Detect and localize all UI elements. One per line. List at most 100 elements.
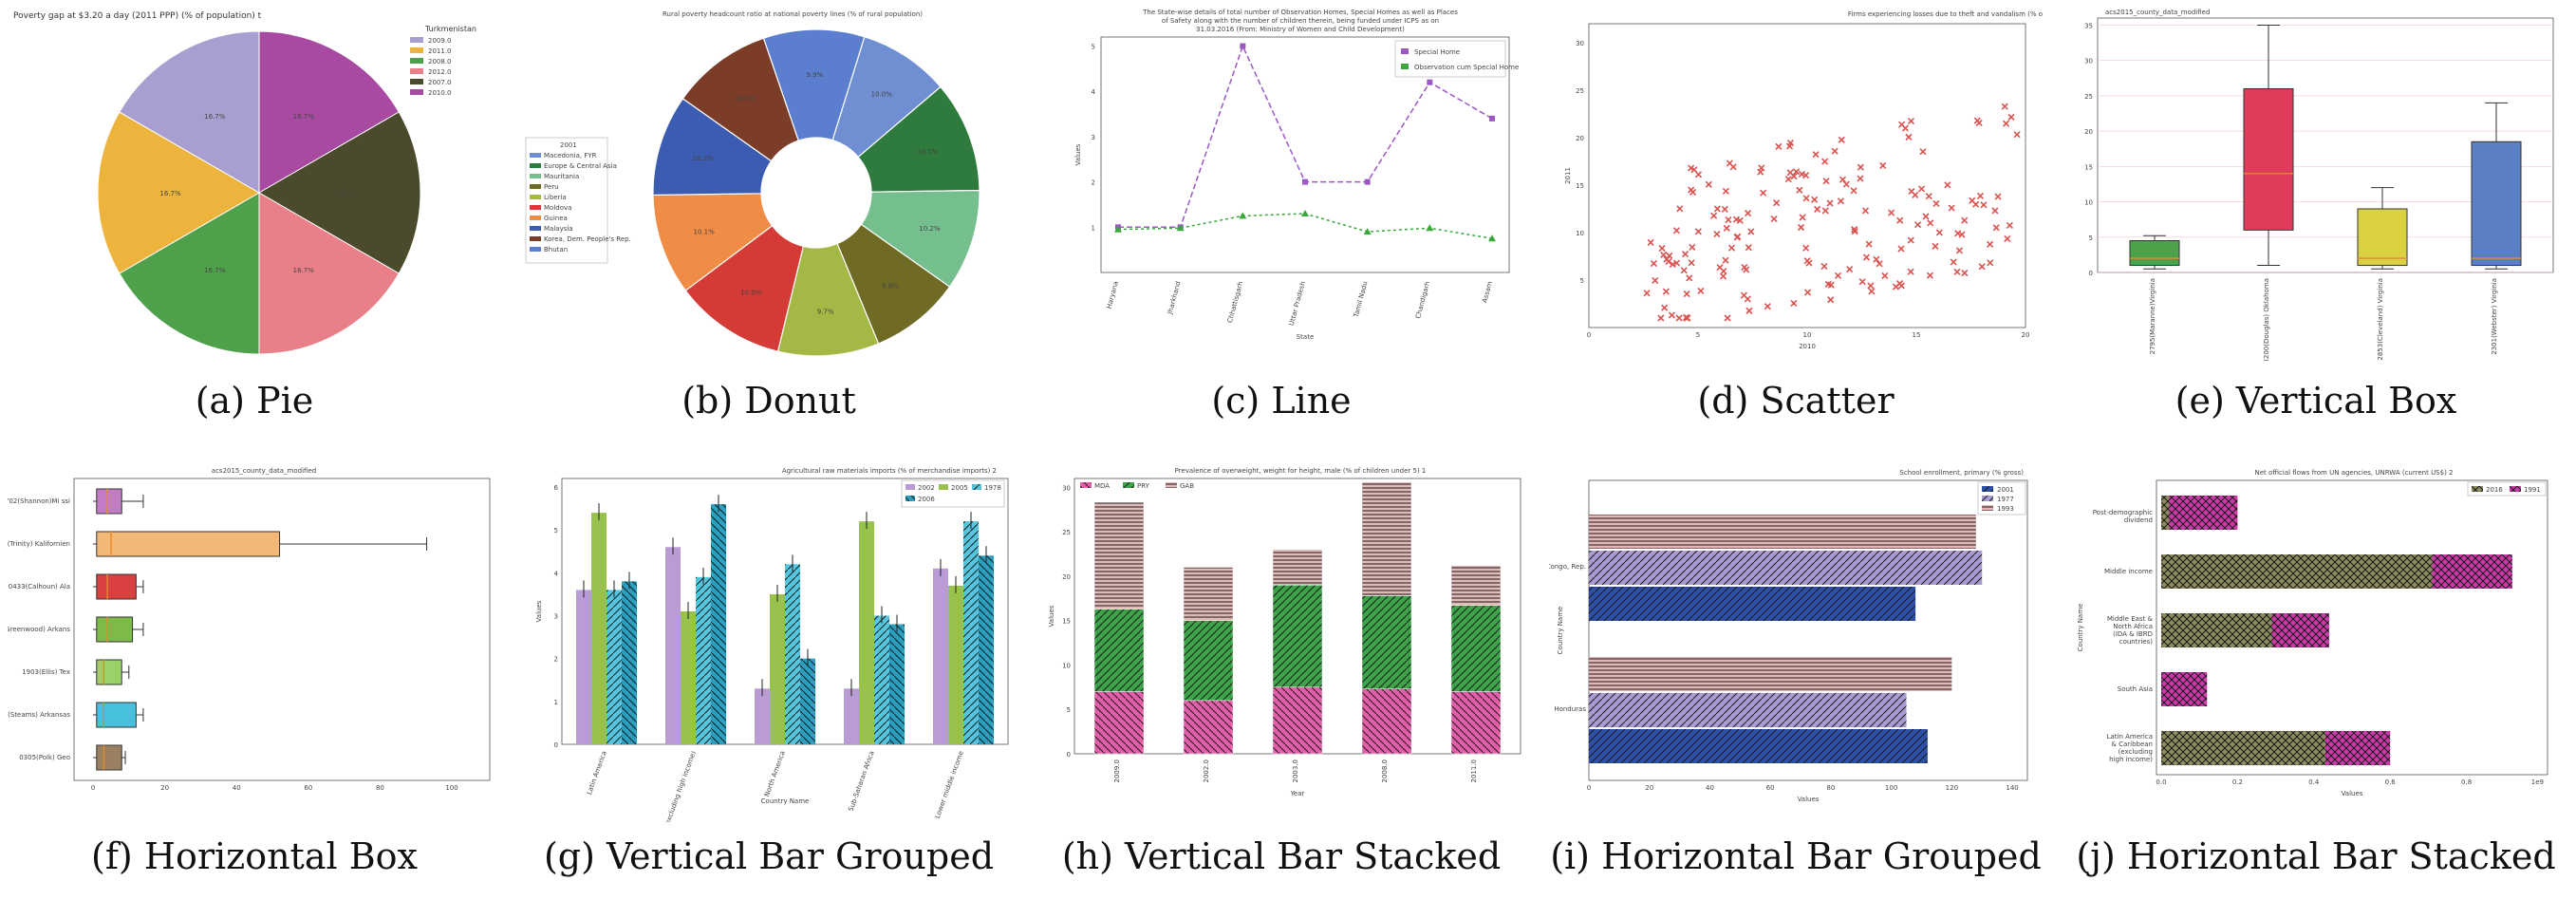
scatter-point xyxy=(1827,281,1835,289)
x-tick-label: Uttar Pradesh xyxy=(1288,280,1307,327)
scatter-point xyxy=(1821,207,1829,215)
legend-label: Malaysia xyxy=(544,225,573,233)
legend-label: 2008.0 xyxy=(428,58,452,66)
scatter-point xyxy=(1973,117,1981,124)
y-tick-label: Latin America xyxy=(2107,733,2153,741)
caption-scatter: (d) Scatter xyxy=(1697,380,1895,422)
bar xyxy=(800,658,815,744)
legend-swatch xyxy=(530,247,541,252)
bar-segment xyxy=(1450,605,1502,692)
data-point xyxy=(1301,210,1309,216)
legend-label: 1993 xyxy=(1997,505,2014,513)
scatter-point xyxy=(1676,205,1684,213)
bar-segment xyxy=(2161,613,2272,647)
scatter-point xyxy=(1675,314,1683,322)
y-tick-label: 6 xyxy=(554,484,559,492)
y-tick-label: dividend xyxy=(2124,516,2153,524)
y-tick-label: 2 xyxy=(554,656,558,664)
scatter-point xyxy=(1662,288,1670,295)
chart-title-line: The State-wise details of total number o… xyxy=(1142,9,1458,16)
scatter-point xyxy=(1652,276,1659,285)
scatter-point xyxy=(1907,236,1914,244)
bar xyxy=(591,513,607,744)
scatter-point xyxy=(1812,151,1820,159)
scatter-point xyxy=(1686,274,1693,282)
box xyxy=(96,702,137,728)
data-point xyxy=(1363,228,1372,235)
legend-swatch xyxy=(530,163,541,168)
legend-swatch xyxy=(410,37,423,43)
chart-title: acs2015_county_data_modified xyxy=(2105,9,2210,16)
scatter-point xyxy=(1688,186,1695,194)
donut-chart: Rural poverty headcount ratio at nationa… xyxy=(525,10,980,357)
y-tick-label: 1903(Ellis) Tex xyxy=(22,668,70,676)
legend-box xyxy=(901,479,1005,508)
legend-swatch xyxy=(530,226,541,231)
vertical-bar-grouped-chart: Agricultural raw materials imports (% of… xyxy=(535,467,1009,890)
x-tick-label: Sub-Saharan Africa (excluding high incom… xyxy=(641,750,698,822)
scatter-point xyxy=(1764,303,1771,310)
y-tick-label: 2103(Greenwood) Arkans xyxy=(8,626,70,633)
scatter-point xyxy=(1978,263,1986,271)
y-tick-label: 1 xyxy=(554,699,558,706)
scatter-point xyxy=(1976,192,1985,200)
legend-swatch xyxy=(1982,486,1993,492)
scatter-point xyxy=(1745,307,1753,314)
scatter-point xyxy=(1681,251,1689,258)
y-tick-label: 25 xyxy=(2084,93,2093,101)
y-tick-label: 10 xyxy=(2084,199,2093,207)
scatter-point xyxy=(1721,205,1728,213)
scatter-point xyxy=(1657,314,1665,322)
x-tick-label: Assam xyxy=(1481,280,1494,304)
bar xyxy=(948,585,963,744)
x-tick-label: Tamil Nadu xyxy=(1353,280,1370,318)
legend-label: 1977 xyxy=(1997,496,2014,503)
x-tick-label: 2853(Cleveland) Virginia xyxy=(2377,278,2384,361)
scatter-point xyxy=(1784,176,1792,183)
scatter-point xyxy=(1729,163,1737,171)
legend-label: 2016 xyxy=(2486,486,2503,494)
bar xyxy=(933,568,948,744)
box xyxy=(2243,87,2294,231)
box xyxy=(96,573,137,600)
legend-label: Special Home xyxy=(1414,48,1460,56)
scatter-point xyxy=(1643,290,1651,297)
chart-title: acs2015_county_data_modified xyxy=(212,467,316,475)
bar xyxy=(681,611,696,744)
y-tick-label: Congo, Rep. xyxy=(1549,563,1586,571)
legend-title: Turkmenistan xyxy=(424,25,476,33)
y-axis-label: Values xyxy=(535,600,543,622)
y-tick-label: 2702(Shannon)Mi ssi xyxy=(8,497,70,505)
chart-title: Rural poverty headcount ratio at nationa… xyxy=(663,10,923,18)
bar xyxy=(665,547,681,744)
y-tick-label: South Asia xyxy=(2118,685,2153,693)
scatter-point xyxy=(1980,201,1988,209)
y-tick-label: 15 xyxy=(2084,163,2093,171)
y-tick-label: 5 xyxy=(554,527,558,534)
legend-swatch xyxy=(530,184,541,189)
x-tick-label: 0.6 xyxy=(2385,778,2397,786)
scatter-point xyxy=(1811,196,1819,203)
y-tick-label: 0617(Trinity) Kalifornien xyxy=(8,540,70,548)
slice-label: 16.7% xyxy=(293,113,315,121)
data-point xyxy=(1489,115,1495,122)
scatter-point xyxy=(1744,295,1751,303)
slice-label: 9.9% xyxy=(806,71,823,79)
scatter-point xyxy=(1672,259,1681,267)
y-tick-label: 30 xyxy=(1576,40,1584,47)
bar-segment xyxy=(1093,502,1145,609)
scatter-point xyxy=(1803,257,1811,265)
scatter-point xyxy=(1650,260,1658,268)
x-tick-label: 0.2 xyxy=(2232,778,2243,786)
y-axis-label: Country Name xyxy=(2077,604,2084,652)
scatter-point xyxy=(1747,228,1755,235)
legend-swatch xyxy=(410,79,423,84)
legend-label: 2006 xyxy=(918,496,935,503)
scatter-point xyxy=(1725,216,1732,224)
x-tick-label: 2003.0 xyxy=(1292,759,1299,783)
legend-swatch xyxy=(530,205,541,210)
pie-slice xyxy=(119,30,260,194)
legend-swatch xyxy=(410,47,423,53)
scatter-point xyxy=(1723,224,1730,232)
legend-label: Guinea xyxy=(544,215,568,222)
